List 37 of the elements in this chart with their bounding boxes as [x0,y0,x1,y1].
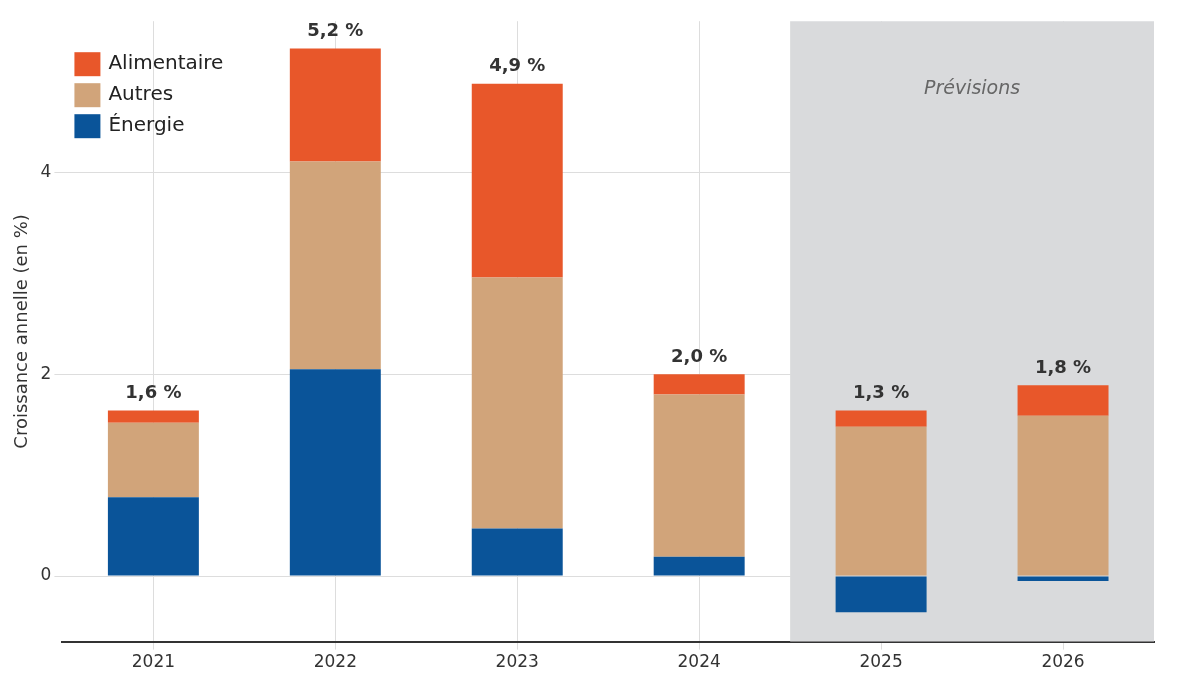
y-tick-label: 0 [40,564,52,585]
bar [289,161,381,370]
legend-label: Énergie [108,112,185,137]
bar [1017,385,1109,416]
y-tick-label: 4 [40,160,52,181]
bar [653,374,745,395]
bar [107,497,199,576]
y-tick-label: 2 [40,362,52,383]
total-label: 1,3 % [853,381,910,403]
bar [835,410,927,427]
y-axis-title: Croissance annelle (en %) [10,214,32,449]
legend-label: Alimentaire [108,50,224,75]
bar [1017,415,1109,576]
total-label: 4,9 % [489,54,546,76]
band-label: Prévisions [923,76,1021,99]
bar [653,556,745,576]
bar [289,48,381,162]
x-tick-label: 2026 [1041,651,1085,672]
bar [471,277,563,529]
bar [471,83,563,278]
bar [471,528,563,576]
bar [835,576,927,613]
x-tick-label: 2024 [677,651,721,672]
x-tick-label: 2025 [859,651,903,672]
bar [835,426,927,576]
total-label: 1,8 % [1034,356,1092,378]
bar [107,410,199,423]
total-label: 2,0 % [671,344,728,366]
total-label: 5,2 % [307,19,364,41]
bar [289,369,381,576]
bar [107,422,199,498]
x-tick-label: 2023 [495,651,539,672]
x-tick-label: 2022 [313,651,357,672]
total-label: 1,6 % [125,381,182,403]
bar [653,394,745,557]
x-tick-label: 2021 [131,651,176,672]
legend-label: Autres [108,81,174,106]
